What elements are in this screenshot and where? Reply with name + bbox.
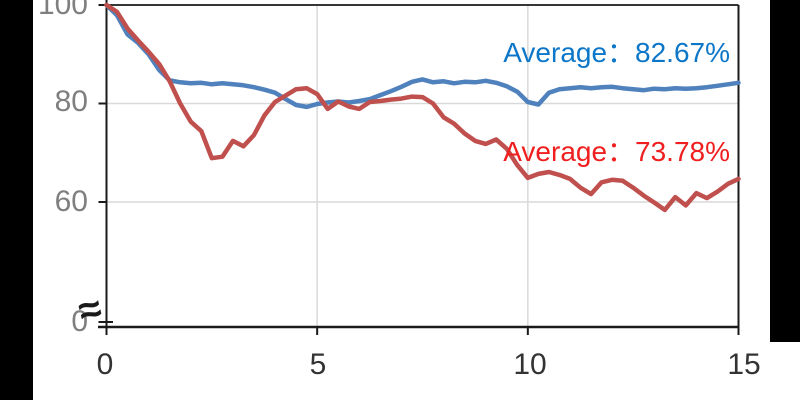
left-letterbox-bar xyxy=(0,0,33,400)
blue-series-average-annotation: Average：82.67% xyxy=(503,37,730,68)
x-tick-label-5: 5 xyxy=(309,348,327,381)
y-tick-label-60: 60 xyxy=(54,185,88,218)
x-tick-label-0: 0 xyxy=(96,348,114,381)
y-tick-label-0: 0 xyxy=(71,305,88,338)
red-series-line xyxy=(104,2,741,213)
y-tick-label-80: 80 xyxy=(54,85,88,118)
x-tick-label-10: 10 xyxy=(513,348,547,381)
right-letterbox-bar xyxy=(770,0,800,342)
blue-series-line xyxy=(104,2,741,110)
x-tick-label-15: 15 xyxy=(727,348,761,381)
red-series-average-annotation: Average：73.78% xyxy=(503,136,730,167)
y-tick-label-100: 100 xyxy=(37,0,88,21)
